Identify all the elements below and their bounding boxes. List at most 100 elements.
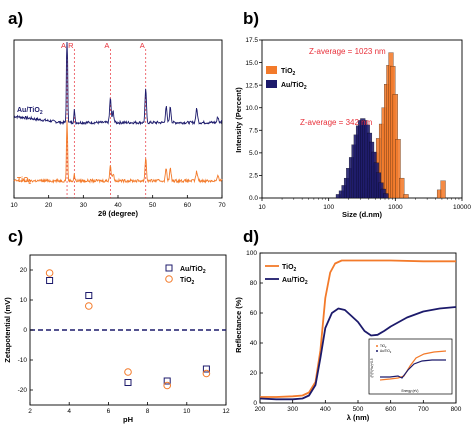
panel-c-x-tick-label: 4 [67,408,71,415]
panel-b-y-tick-label: 17.5 [245,37,258,44]
panel-b-legend-tio2: TiO2 [281,68,296,77]
panel-d-x-tick-label: 400 [320,406,331,413]
panel-d-label: d) [243,227,259,246]
panel-c-point-circle [163,381,171,390]
panel-b-annotation-au-tio2: Z-average = 342 nm [300,118,373,127]
panel-a-x-tick-label: 70 [218,202,226,209]
panel-c-point-circle [45,269,54,277]
panel-d-inset-frame [368,338,453,395]
panel-c-x-tick-label: 12 [222,408,230,415]
panel-b: b) 10 100 1000 10000 0.0 2.5 5.0 7.5 10.0 12.5 15.… [234,9,471,219]
panel-d-x-tick-label: 500 [353,406,364,413]
panel-a-peak-marker-label: A [104,41,109,50]
panel-c-x-tick-label: 8 [146,408,150,415]
panel-c-y-tick-label: 0 [23,327,27,334]
panel-b-bar [440,180,446,199]
panel-d-inset-curve-au-tio2 [380,359,446,379]
panel-b-legend-swatch-tio2 [266,66,277,74]
panel-d: d) 200 300 400 500 600 700 800 0 20 40 60 80 100 λ (… [234,227,462,422]
panel-a-x-tick-label: 10 [10,202,18,209]
panel-d-y-tick-label: 100 [246,250,257,257]
panel-d-inset-x-label: Energy (eV) [401,389,418,393]
panel-c-y-tick-label: -20 [18,387,28,394]
panel-a-x-tick-label: 40 [114,202,122,209]
panel-b-bar [399,177,405,199]
panel-c-legend-tio2: TiO2 [180,277,195,286]
panel-b-y-tick-label: 10.0 [245,105,258,112]
panel-a-label-tio2: TiO2 [17,177,32,186]
panel-a-x-axis-label: 2θ (degree) [98,209,138,218]
panel-d-y-tick-label: 40 [250,340,258,347]
panel-b-y-tick-label: 12.5 [245,82,258,89]
panel-c-legend: Au/TiO2 TiO2 [165,264,206,286]
panel-b-bar [383,193,389,199]
panel-c-point-square [163,377,171,385]
panel-d-x-tick-label: 700 [418,406,429,413]
panel-b-bars [335,52,446,199]
panel-d-x-axis-label: λ (nm) [347,413,370,422]
panel-a-x-tick-label: 20 [45,202,53,209]
panel-b-ticks: 10 100 1000 10000 0.0 2.5 5.0 7.5 10.0 12.5 15.0 17… [245,37,471,211]
panel-c-point-square [124,379,132,386]
panel-b-y-tick-label: 0.0 [249,195,258,202]
panel-c-point-circle [85,302,93,310]
panel-c-y-tick-label: -10 [18,357,28,364]
panel-a-x-tick-label: 60 [184,202,192,209]
panel-b-annotation-tio2: Z-average = 1023 nm [309,47,386,56]
panel-c-y-tick-label: 20 [20,267,28,274]
panel-d-inset-legend-marker-au-tio2 [376,350,378,352]
panel-a-peak-marker-label: A [140,41,145,50]
panel-a-series-line [13,41,223,126]
panel-d-inset-legend-au-tio2: Au/TiO2 [380,349,392,354]
panel-b-label: b) [243,9,259,28]
panel-c-legend-marker-tio2 [165,275,173,283]
panel-a-series-line [13,120,223,184]
panel-a-peak-marker-label: A [61,41,66,50]
panel-c-legend-marker-au-tio2 [165,264,173,272]
panel-c-y-axis-label: Zetapotential (mV) [3,297,12,363]
panel-c-ticks: 2 4 6 8 10 12 -20 -10 0 10 20 [18,267,230,415]
panel-d-x-tick-label: 600 [385,406,396,413]
panel-d-x-tick-label: 800 [451,406,462,413]
panel-b-x-axis-label: Size (d.nm) [342,210,383,219]
panel-b-legend: TiO2 Au/TiO2 [266,66,307,91]
panel-b-legend-au-tio2: Au/TiO2 [281,82,307,91]
panel-b-x-tick-label: 1000 [388,204,403,211]
panel-b-bar [403,194,409,199]
panel-d-inset-legend-tio2: TiO2 [380,344,387,349]
panel-d-legend: TiO2 Au/TiO2 [265,264,308,286]
panel-d-inset-legend-marker-tio2 [376,345,378,347]
panel-d-y-tick-label: 80 [250,280,258,287]
panel-b-y-tick-label: 7.5 [249,127,258,134]
panel-b-bar [395,139,401,199]
panel-b-y-tick-label: 5.0 [249,150,258,157]
panel-c: c) 2 4 6 8 10 12 -20 -10 0 10 20 pH Zetapotential … [3,227,230,424]
panel-d-inset-curve-tio2 [379,350,447,381]
panel-c-x-tick-label: 10 [183,408,191,415]
panel-c-point-square [202,365,210,373]
panel-d-series-line [260,259,456,398]
panel-d-series-line [259,306,457,401]
panel-a-label: a) [8,9,23,28]
panel-a-x-tick-label: 50 [149,202,157,209]
panel-a-x-ticks: 10 20 30 40 50 60 70 [10,195,226,209]
panel-d-y-axis-label: Reflectance (%) [234,297,243,353]
panel-b-legend-swatch-au-tio2 [266,80,277,88]
panel-c-legend-au-tio2: Au/TiO2 [180,266,206,275]
panel-a-series-lines [13,41,223,184]
panel-a-x-tick-label: 30 [80,202,88,209]
panel-c-label: c) [8,227,23,246]
panel-d-inset-y-label: (F(R)*hv)^0.5 [370,358,374,377]
panel-d-x-tick-label: 200 [255,406,266,413]
panel-d-inset: TiO2 Au/TiO2 Energy (eV) (F(R)*hv)^0.5 [368,338,453,395]
panel-c-point-circle [124,368,132,376]
panel-c-point-circle [202,369,211,378]
panel-c-x-axis-label: pH [123,415,133,424]
panel-d-ticks: 200 300 400 500 600 700 800 0 20 40 60 80 100 [246,250,462,413]
panel-d-y-tick-label: 20 [250,370,258,377]
panel-c-x-tick-label: 2 [28,408,32,415]
panel-d-series-lines [259,259,457,401]
